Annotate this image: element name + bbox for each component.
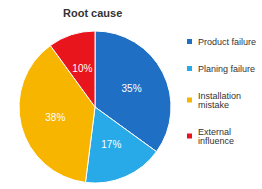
svg-text:Installation: Installation: [198, 90, 244, 101]
svg-text:mistake: mistake: [198, 100, 229, 110]
svg-text:influence: influence: [198, 136, 234, 146]
svg-text:38%: 38%: [45, 112, 65, 123]
svg-text:Product failure: Product failure: [198, 37, 256, 47]
svg-text:35%: 35%: [122, 83, 142, 94]
svg-text:Planing failure: Planing failure: [198, 64, 255, 74]
svg-text:10%: 10%: [72, 63, 92, 74]
svg-text:External: External: [198, 126, 234, 137]
svg-text:17%: 17%: [101, 139, 121, 150]
svg-text:Root cause: Root cause: [63, 7, 122, 19]
